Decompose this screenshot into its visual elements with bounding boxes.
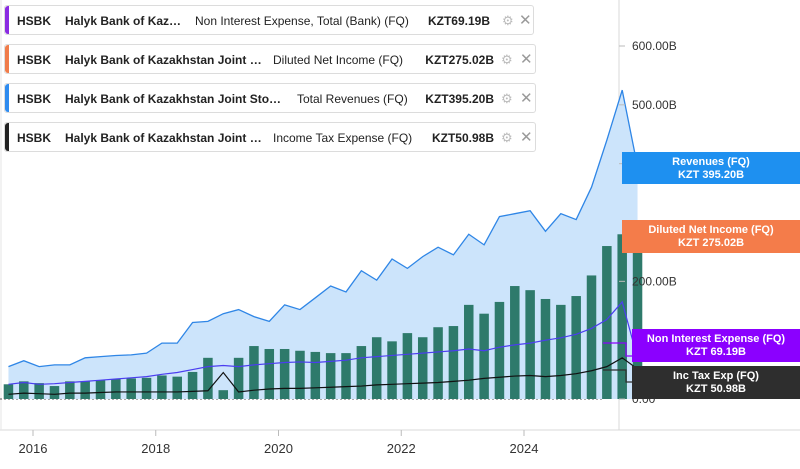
net-income-bar (295, 350, 305, 399)
x-tick-label: 2024 (510, 441, 539, 456)
net-income-bar (80, 381, 90, 399)
x-tick-label: 2018 (141, 441, 170, 456)
legend-metric: Non Interest Expense, Total (Bank) (FQ) (195, 14, 409, 28)
net-income-bar (479, 313, 489, 399)
net-income-bar (325, 353, 336, 399)
legend-company: Halyk Bank of Kazakhstan Joint Stock Com… (65, 131, 263, 145)
net-income-bar (356, 346, 367, 399)
net-income-bar (448, 326, 459, 399)
net-income-bar (65, 381, 75, 399)
net-income-bar (464, 304, 474, 399)
legend-value: KZT275.02B (425, 53, 494, 67)
tag-value: KZT 395.20B (677, 169, 745, 181)
tag-label: Diluted Net Income (FQ) (648, 224, 774, 236)
non-interest-expense-connector (603, 342, 632, 357)
net-income-bar (402, 333, 413, 399)
legend-color-swatch (5, 45, 9, 73)
net-income-bar (172, 376, 182, 399)
tag-label: Revenues (FQ) (672, 156, 750, 168)
net-income-bar (632, 237, 643, 399)
net-income-bar (126, 378, 136, 399)
net-income-price-tag: Diluted Net Income (FQ) KZT 275.02B (622, 220, 800, 253)
revenues-line (8, 89, 639, 368)
y-tick-label: 500.00B (632, 98, 677, 112)
non-interest-expense-line (8, 300, 639, 385)
net-income-bar (203, 357, 213, 399)
legend-metric: Total Revenues (FQ) (297, 92, 408, 106)
legend-value: KZT395.20B (425, 92, 494, 106)
tag-value: KZT 69.19B (686, 346, 746, 358)
close-icon[interactable]: ✕ (520, 90, 533, 107)
y-tick-label: 200.00B (632, 274, 677, 288)
net-income-bar (510, 286, 520, 399)
tag-label: Inc Tax Exp (FQ) (673, 370, 759, 382)
net-income-bar (540, 298, 551, 399)
legend-ticker: HSBK (17, 53, 52, 67)
legend-color-swatch (5, 6, 9, 34)
close-icon[interactable]: ✕ (520, 129, 533, 146)
revenues-price-tag: Revenues (FQ) KZT 395.20B (622, 152, 800, 184)
legend-item-income-tax-expense[interactable]: HSBK Halyk Bank of Kazakhstan Joint Stoc… (4, 122, 536, 152)
net-income-bar (95, 380, 106, 399)
net-income-bar (417, 337, 428, 399)
settings-icon[interactable]: ⚙ (501, 52, 513, 67)
net-income-bar (249, 346, 259, 399)
settings-icon[interactable]: ⚙ (501, 130, 513, 145)
net-income-bar (571, 296, 581, 399)
legend-color-swatch (5, 84, 9, 112)
legend-ticker: HSBK (17, 92, 52, 106)
legend-value: KZT69.19B (427, 14, 490, 28)
net-income-bar (371, 337, 382, 399)
net-income-bar (387, 341, 397, 399)
net-income-bar (279, 348, 290, 399)
x-tick-label: 2016 (19, 441, 48, 456)
tag-value: KZT 50.98B (686, 383, 746, 395)
net-income-bar (433, 327, 443, 399)
net-income-bar (141, 377, 152, 399)
income-tax-line (8, 357, 638, 395)
income-tax-price-tag: Inc Tax Exp (FQ) KZT 50.98B (632, 366, 800, 399)
tag-value: KZT 275.02B (677, 237, 745, 249)
net-income-bar (310, 351, 321, 399)
x-tick-label: 2022 (387, 441, 416, 456)
net-income-bar (341, 353, 351, 399)
settings-icon[interactable]: ⚙ (502, 13, 514, 28)
legend-color-swatch (5, 123, 9, 151)
net-income-bar (233, 357, 244, 399)
net-income-bar (586, 275, 597, 399)
legend-metric: Income Tax Expense (FQ) (273, 131, 413, 145)
net-income-bar (187, 371, 198, 399)
legend-item-diluted-net-income[interactable]: HSBK Halyk Bank of Kazakhstan Joint Stoc… (4, 44, 536, 74)
net-income-bar (556, 304, 566, 399)
net-income-bar (34, 383, 44, 399)
net-income-bar (264, 348, 275, 399)
legend-item-total-revenues[interactable]: HSBK Halyk Bank of Kazakhstan Joint Stoc… (4, 83, 536, 113)
net-income-bar (617, 234, 627, 399)
x-tick-label: 2020 (264, 441, 293, 456)
y-tick-label: 600.00B (632, 39, 677, 53)
net-income-bar (218, 390, 229, 399)
close-icon[interactable]: ✕ (520, 51, 533, 68)
net-income-bar (111, 378, 121, 399)
income-tax-connector (603, 369, 632, 383)
legend-ticker: HSBK (17, 131, 52, 145)
legend-metric: Diluted Net Income (FQ) (273, 53, 404, 67)
tag-label: Non Interest Expense (FQ) (646, 333, 786, 345)
legend-company: Halyk Bank of Kazakhstan Joint Stock Com… (65, 92, 283, 106)
legend-company: Halyk Bank of Kazakhstan Joint Stock Com… (65, 53, 263, 67)
close-icon[interactable]: ✕ (519, 12, 532, 29)
net-income-bar (19, 381, 29, 399)
legend-ticker: HSBK (17, 14, 52, 28)
net-income-bar (49, 386, 60, 399)
net-income-bar (525, 290, 535, 399)
net-income-bar (494, 301, 505, 399)
non-interest-expense-price-tag: Non Interest Expense (FQ) KZT 69.19B (632, 329, 800, 362)
net-income-bar (3, 384, 14, 399)
net-income-bar (157, 375, 167, 399)
settings-icon[interactable]: ⚙ (501, 91, 513, 106)
legend-item-non-interest-expense[interactable]: HSBK Halyk Bank of Kazakhstan Joint Stoc… (4, 5, 534, 35)
net-income-bar (602, 246, 612, 399)
legend-company: Halyk Bank of Kazakhstan Joint Stock Com… (65, 14, 183, 28)
legend-value: KZT50.98B (431, 131, 494, 145)
